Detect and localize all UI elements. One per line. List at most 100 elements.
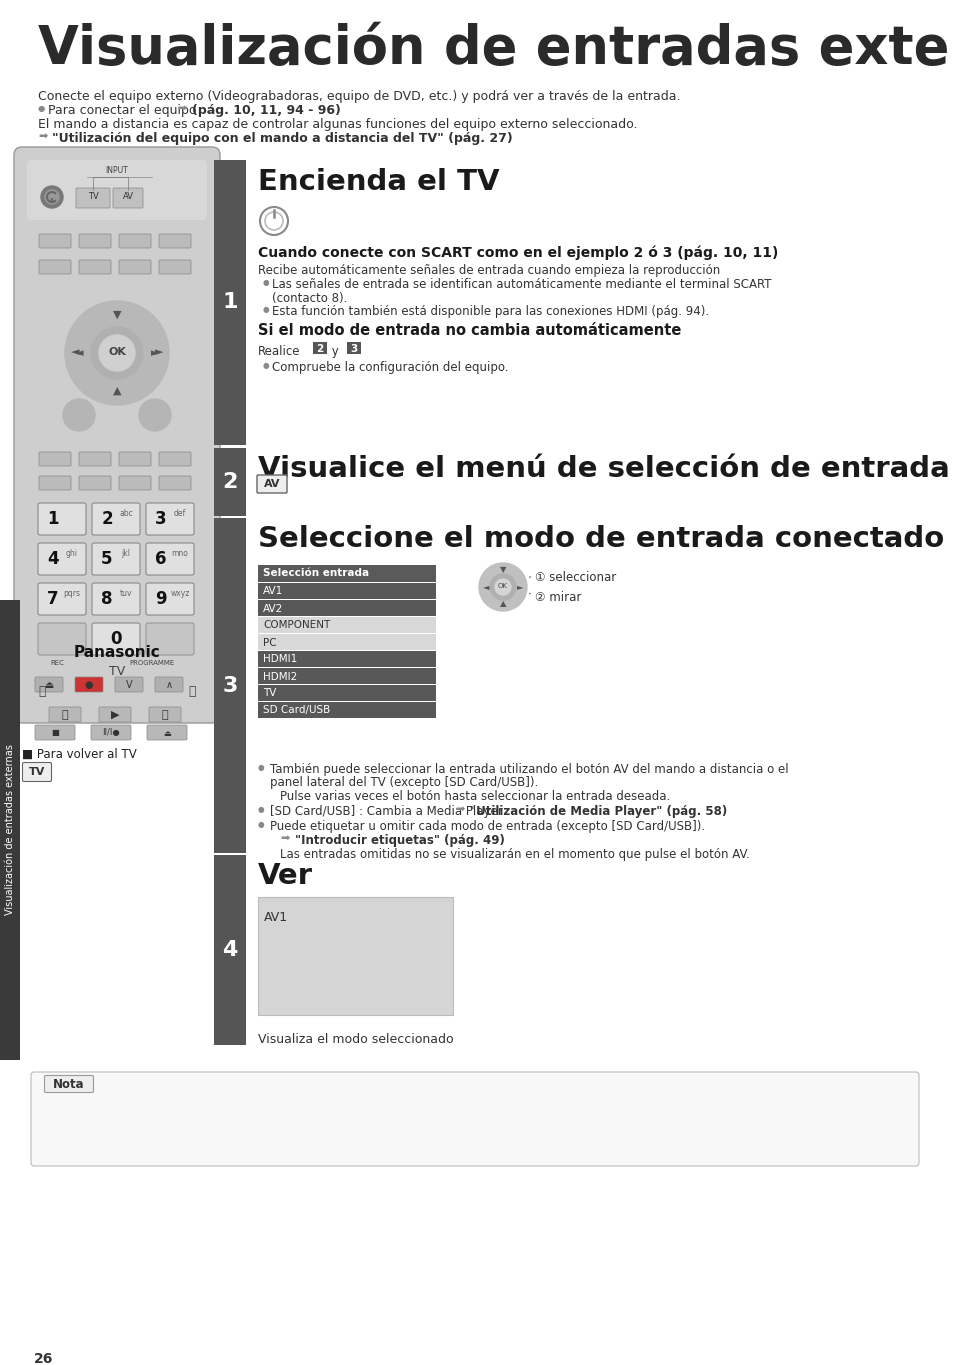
Text: Las entradas omitidas no se visualizarán en el momento que pulse el botón AV.: Las entradas omitidas no se visualizarán…	[280, 848, 749, 861]
Text: SD Card/USB: SD Card/USB	[263, 706, 330, 715]
Text: jkl: jkl	[121, 549, 131, 557]
Text: (contacto 8).: (contacto 8).	[272, 292, 347, 304]
Bar	[213, 517, 246, 853]
FancyBboxPatch shape	[146, 622, 193, 655]
FancyBboxPatch shape	[146, 502, 193, 535]
Text: Las señales de entrada se identifican automáticamente mediante el terminal SCART: Las señales de entrada se identifican au…	[272, 278, 771, 291]
Text: pqrs: pqrs	[64, 588, 80, 598]
FancyBboxPatch shape	[39, 259, 71, 274]
Text: ●: ●	[263, 304, 270, 314]
FancyBboxPatch shape	[91, 543, 140, 575]
Text: tuv: tuv	[120, 588, 132, 598]
Bar	[257, 601, 436, 616]
Text: ●: ●	[46, 1103, 52, 1112]
Text: HDMI1: HDMI1	[263, 654, 297, 665]
Text: Seleccione el modo de entrada conectado al equipo: Seleccione el modo de entrada conectado …	[257, 526, 953, 553]
Bar	[213, 448, 246, 516]
FancyBboxPatch shape	[39, 452, 71, 465]
Text: Puede etiquetar u omitir cada modo de entrada (excepto [SD Card/USB]).: Puede etiquetar u omitir cada modo de en…	[270, 820, 704, 833]
FancyBboxPatch shape	[159, 233, 191, 248]
Text: ➡: ➡	[280, 834, 289, 844]
Text: Realice: Realice	[257, 345, 300, 358]
Text: ●: ●	[263, 360, 270, 370]
Text: ghi: ghi	[66, 549, 78, 557]
Text: ▶: ▶	[111, 710, 119, 719]
Text: "Introducir etiquetas" (pág. 49): "Introducir etiquetas" (pág. 49)	[294, 834, 504, 848]
Text: Esta función también está disponible para las conexiones HDMI (pág. 94).: Esta función también está disponible par…	[272, 304, 708, 318]
Text: ●: ●	[85, 680, 93, 689]
Text: Si el modo de entrada no cambia automáticamente: Si el modo de entrada no cambia automáti…	[257, 324, 680, 339]
FancyBboxPatch shape	[119, 259, 151, 274]
Bar	[257, 897, 453, 1016]
Text: OK: OK	[497, 583, 507, 590]
Text: mno: mno	[172, 549, 189, 557]
Text: AV1: AV1	[264, 910, 288, 924]
Bar	[0, 601, 20, 1061]
FancyBboxPatch shape	[49, 707, 81, 722]
Text: Pulse varias veces el botón hasta seleccionar la entrada deseada.: Pulse varias veces el botón hasta selecc…	[280, 790, 670, 803]
FancyBboxPatch shape	[79, 452, 111, 465]
Bar	[257, 583, 436, 599]
FancyBboxPatch shape	[115, 677, 143, 692]
Text: ② mirar: ② mirar	[535, 591, 580, 603]
FancyBboxPatch shape	[38, 502, 86, 535]
Text: ►: ►	[517, 583, 522, 591]
FancyBboxPatch shape	[91, 583, 140, 616]
Circle shape	[490, 575, 516, 601]
FancyBboxPatch shape	[91, 502, 140, 535]
Text: También puede seleccionar la entrada utilizando el botón AV del mando a distanci: También puede seleccionar la entrada uti…	[270, 763, 788, 775]
FancyBboxPatch shape	[35, 725, 75, 740]
FancyBboxPatch shape	[99, 707, 131, 722]
Text: Visualiza el modo seleccionado: Visualiza el modo seleccionado	[257, 1033, 453, 1046]
Text: Visualización de entradas externas: Visualización de entradas externas	[5, 744, 15, 916]
Text: 6: 6	[155, 550, 167, 568]
Text: ⏮: ⏮	[38, 685, 46, 698]
Text: "Utilización del equipo con el mando a distancia del TV" (pág. 27): "Utilización del equipo con el mando a d…	[52, 132, 512, 145]
Text: REC: REC	[50, 661, 64, 666]
FancyBboxPatch shape	[119, 233, 151, 248]
Text: Para conectar el equipo: Para conectar el equipo	[48, 104, 196, 117]
Text: AV: AV	[263, 479, 280, 489]
Text: COMPONENT: COMPONENT	[263, 621, 330, 631]
FancyBboxPatch shape	[75, 677, 103, 692]
Text: 8: 8	[101, 590, 112, 607]
Text: Selección entrada: Selección entrada	[263, 568, 369, 579]
Text: 7: 7	[47, 590, 59, 607]
Text: 4: 4	[222, 940, 237, 960]
FancyBboxPatch shape	[27, 160, 207, 220]
FancyBboxPatch shape	[79, 233, 111, 248]
Text: 4: 4	[47, 550, 59, 568]
FancyBboxPatch shape	[119, 476, 151, 490]
Text: wxyz: wxyz	[171, 588, 190, 598]
Text: ►: ►	[154, 347, 163, 358]
Text: PC: PC	[263, 637, 276, 647]
Text: Nota: Nota	[53, 1077, 85, 1091]
Text: II/I●: II/I●	[102, 729, 120, 737]
Text: ➡: ➡	[177, 104, 186, 115]
FancyBboxPatch shape	[39, 476, 71, 490]
Text: Visualice el menú de selección de entrada: Visualice el menú de selección de entrad…	[257, 455, 949, 483]
Text: El mando a distancia es capaz de controlar algunas funciones del equipo externo : El mando a distancia es capaz de control…	[38, 117, 637, 131]
Circle shape	[41, 186, 63, 207]
Bar	[257, 617, 436, 633]
Bar	[213, 854, 246, 1046]
Text: ◄: ◄	[71, 347, 79, 358]
Bar	[257, 651, 436, 667]
Circle shape	[478, 562, 526, 612]
FancyBboxPatch shape	[112, 188, 143, 207]
Text: ⏏: ⏏	[163, 729, 171, 737]
Text: V: V	[126, 680, 132, 689]
Text: 1: 1	[222, 292, 237, 313]
Text: INPUT: INPUT	[106, 167, 129, 175]
Bar	[257, 685, 436, 702]
FancyBboxPatch shape	[146, 543, 193, 575]
Text: Conecte el equipo externo (Videograbadoras, equipo de DVD, etc.) y podrá ver a t: Conecte el equipo externo (Videograbador…	[38, 90, 679, 102]
Text: ►: ►	[151, 348, 159, 358]
Text: ◄: ◄	[74, 348, 83, 358]
Text: ▲: ▲	[499, 599, 506, 609]
Text: PROGRAMME: PROGRAMME	[130, 661, 174, 666]
Text: 2: 2	[316, 344, 323, 354]
Text: ➡: ➡	[455, 805, 464, 815]
FancyBboxPatch shape	[146, 583, 193, 616]
Bar	[213, 160, 246, 445]
